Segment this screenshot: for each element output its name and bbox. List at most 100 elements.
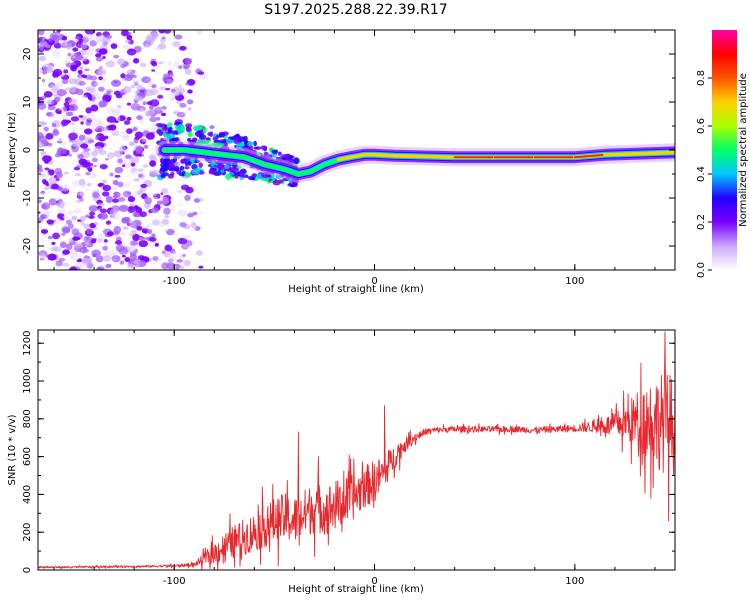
signal-blob: [253, 140, 257, 147]
noise-blob: [75, 199, 82, 203]
noise-blob: [70, 64, 78, 72]
noise-blob: [48, 198, 57, 206]
noise-blob: [118, 247, 129, 255]
noise-blob: [84, 68, 90, 72]
noise-blob: [69, 85, 77, 93]
noise-blob: [126, 34, 133, 41]
noise-blob: [85, 113, 96, 121]
noise-blob: [179, 203, 183, 207]
noise-blob: [129, 202, 135, 207]
noise-blob: [146, 223, 153, 228]
signal-blob: [281, 153, 289, 158]
noise-blob: [197, 71, 205, 75]
noise-blob: [70, 256, 75, 260]
noise-blob: [102, 77, 108, 82]
noise-blob: [86, 86, 91, 91]
noise-blob: [130, 240, 138, 246]
noise-blob: [160, 192, 164, 195]
noise-blob: [55, 262, 61, 267]
ridge-yellow: [603, 152, 637, 157]
noise-blob: [102, 55, 106, 60]
signal-blob: [180, 159, 185, 164]
noise-blob: [116, 115, 121, 120]
noise-blob: [56, 140, 63, 144]
noise-blob: [40, 202, 51, 210]
noise-blob: [129, 250, 137, 256]
noise-blob: [136, 115, 143, 120]
noise-blob: [139, 108, 144, 112]
noise-blob: [47, 235, 53, 240]
noise-blob: [107, 106, 115, 114]
noise-blob: [38, 34, 42, 38]
snr-x-tick-label: 0: [371, 576, 377, 587]
noise-blob: [137, 189, 144, 196]
noise-blob: [133, 74, 137, 79]
noise-blob: [124, 257, 131, 263]
colorbar-tick-label: 0.8: [696, 70, 707, 86]
noise-blob: [85, 188, 91, 192]
noise-blob: [105, 263, 112, 269]
noise-blob: [40, 239, 45, 243]
noise-blob: [110, 79, 122, 87]
noise-blob: [114, 174, 121, 178]
noise-blob: [94, 82, 100, 87]
noise-blob: [98, 86, 105, 92]
noise-blob: [101, 126, 108, 131]
noise-blob: [71, 228, 80, 236]
noise-blob: [38, 120, 45, 127]
noise-blob: [38, 142, 44, 148]
noise-blob: [46, 219, 54, 225]
noise-blob: [60, 184, 70, 192]
noise-blob: [159, 86, 166, 91]
noise-blob: [56, 88, 67, 96]
noise-blob: [136, 225, 143, 231]
noise-blob: [58, 148, 68, 155]
noise-blob: [73, 208, 82, 214]
signal-blob: [205, 137, 211, 141]
noise-blob: [149, 81, 153, 85]
noise-blob: [89, 211, 96, 216]
noise-blob: [161, 250, 166, 254]
noise-blob: [89, 75, 98, 81]
noise-blob: [177, 209, 187, 217]
noise-blob: [56, 30, 61, 33]
snr-line: [38, 331, 675, 570]
noise-blob: [186, 99, 194, 105]
snr-y-tick-label: 0: [22, 567, 33, 573]
noise-blob: [171, 97, 174, 101]
noise-blob: [116, 104, 122, 109]
signal-blob: [207, 132, 213, 137]
ridge-yellow: [348, 153, 367, 159]
noise-blob: [124, 182, 131, 188]
signal-blob: [236, 165, 242, 169]
noise-blob: [43, 126, 49, 132]
noise-blob: [198, 265, 204, 269]
noise-blob: [49, 33, 58, 41]
noise-blob: [128, 221, 137, 228]
noise-blob: [68, 153, 73, 157]
signal-blob: [203, 126, 207, 134]
noise-blob: [62, 249, 70, 255]
signal-blob: [271, 149, 279, 154]
noise-blob: [83, 128, 93, 135]
signal-blob: [186, 137, 192, 142]
noise-blob: [44, 167, 50, 171]
noise-blob: [155, 65, 161, 70]
noise-blob: [61, 35, 68, 41]
noise-blob: [150, 207, 159, 214]
snr-x-axis-label: Height of straight line (km): [288, 584, 424, 595]
noise-blob: [151, 233, 156, 238]
noise-blob: [78, 81, 86, 86]
noise-blob: [192, 227, 197, 231]
noise-blob: [38, 211, 41, 214]
snr-y-tick-label: 200: [22, 523, 33, 542]
noise-blob: [88, 205, 98, 212]
noise-blob: [134, 95, 144, 102]
noise-blob: [138, 173, 143, 178]
signal-blob: [242, 135, 248, 142]
noise-blob: [162, 76, 169, 83]
noise-blob: [146, 229, 153, 235]
signal-blob: [167, 174, 174, 179]
ridge-red: [573, 153, 606, 159]
